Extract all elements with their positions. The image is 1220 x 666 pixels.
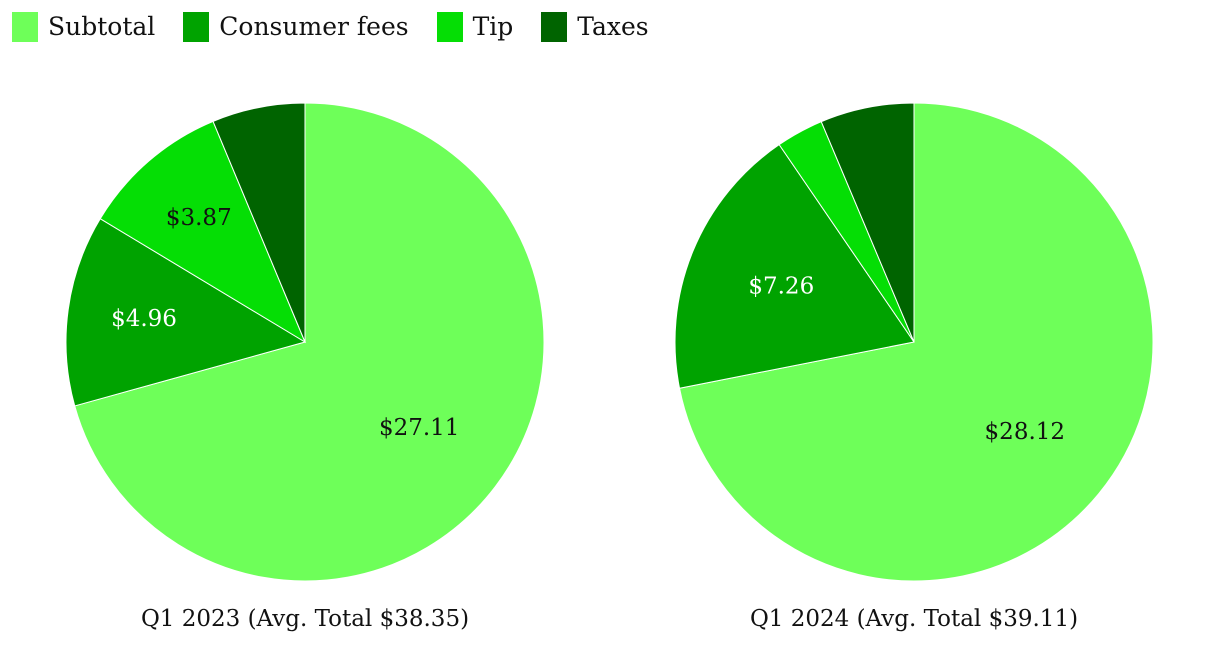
legend-swatch-taxes [541,12,568,42]
legend-swatch-tip [436,12,463,42]
pie-slice-taxes [212,102,306,343]
pie-slice-subtotal [74,102,545,582]
slice-label-tip: $3.87 [166,205,232,231]
pie-slice-consumer-fees [65,218,307,407]
chart-legend: Subtotal Consumer fees Tip Taxes [12,10,649,44]
legend-item-consumer-fees: Consumer fees [183,10,409,44]
legend-label-consumer-fees: Consumer fees [219,12,409,41]
legend-swatch-subtotal [12,12,38,42]
pie-slice-taxes [820,102,915,343]
pie-chart-1: $27.11 $4.96 $3.87 Q1 2023 (Avg. Total $38.… [65,102,545,632]
legend-label-tip: Tip [472,12,514,41]
legend-item-taxes: Taxes [541,10,649,44]
legend-label-subtotal: Subtotal [48,12,156,41]
pie-title-2: Q1 2024 (Avg. Total $39.11) [750,606,1078,632]
slice-label-consumer-fees: $4.96 [111,306,177,332]
legend-label-taxes: Taxes [577,12,649,41]
pie-slice-consumer-fees [674,143,915,389]
legend-item-tip: Tip [436,10,514,44]
legend-item-subtotal: Subtotal [12,10,155,44]
slice-label-subtotal: $28.12 [985,419,1065,445]
pie-title-1: Q1 2023 (Avg. Total $38.35) [141,606,469,632]
pie-slice-subtotal [678,102,1154,582]
slice-label-consumer-fees: $7.26 [748,274,814,300]
slice-label-subtotal: $27.11 [379,415,459,441]
legend-swatch-consumer-fees [183,12,210,42]
pie-chart-2: $28.12 $7.26 Q1 2024 (Avg. Total $39.11) [674,102,1154,632]
pie-slice-tip [99,120,307,344]
